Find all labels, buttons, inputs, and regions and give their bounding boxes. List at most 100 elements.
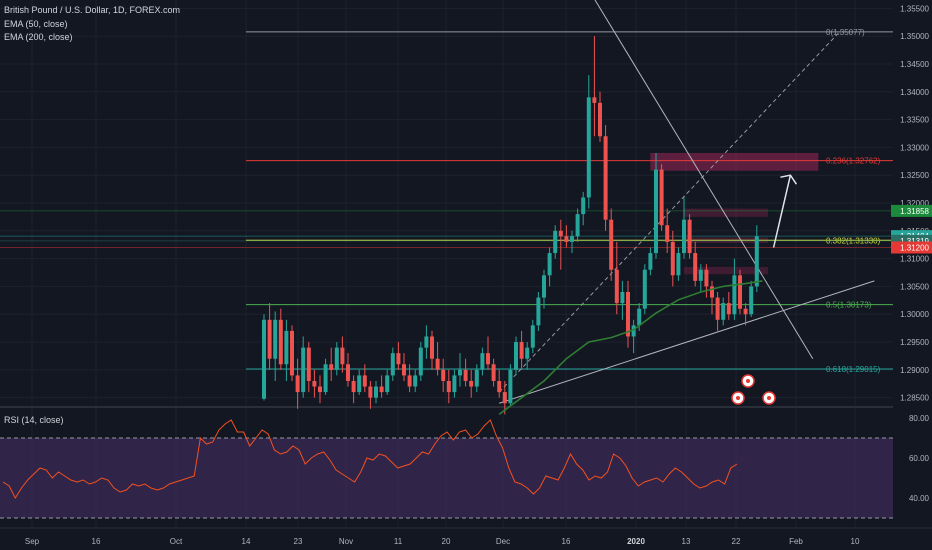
candle-body xyxy=(749,286,754,315)
price-tick-label: 1.33500 xyxy=(900,116,929,125)
candle-body xyxy=(312,380,317,387)
time-axis-bg xyxy=(0,528,932,550)
dashed-trendline xyxy=(498,30,842,393)
candle-body xyxy=(458,369,462,376)
candle-body xyxy=(396,353,401,365)
price-tick-label: 1.28500 xyxy=(900,394,929,403)
candle-body xyxy=(424,336,429,348)
price-badge-label: 1.31858 xyxy=(900,207,929,216)
arrow-shaft xyxy=(772,175,792,248)
resistance-zone xyxy=(684,208,768,217)
fib-label: 0.5(1.30173) xyxy=(826,301,872,310)
price-tick-label: 1.32500 xyxy=(900,171,929,180)
time-tick-label: 22 xyxy=(732,537,741,546)
ema50-legend[interactable]: EMA (50, close) xyxy=(4,19,68,29)
price-tick-label: 1.34500 xyxy=(900,60,929,69)
time-tick-label: Nov xyxy=(339,537,353,546)
candle-body xyxy=(659,169,664,226)
candle-body xyxy=(626,291,630,337)
projection-arrow xyxy=(772,174,798,248)
fib-label: 0.618(1.29015) xyxy=(826,365,881,374)
candlesticks xyxy=(262,36,759,415)
time-tick-label: 14 xyxy=(242,537,251,546)
price-badge-label: 1.31200 xyxy=(900,243,929,252)
candle-body xyxy=(340,347,345,365)
trendline xyxy=(594,0,814,359)
candle-body xyxy=(278,319,283,365)
event-flag-dot xyxy=(767,396,771,400)
rsi-legend[interactable]: RSI (14, close) xyxy=(4,415,64,425)
candle-body xyxy=(631,325,636,337)
time-tick-label: 2020 xyxy=(627,537,645,546)
candle-body xyxy=(648,253,653,270)
candle-body xyxy=(570,236,574,242)
candle-body xyxy=(743,308,748,315)
candle-body xyxy=(284,330,289,365)
candle-body xyxy=(486,353,490,365)
candle-body xyxy=(273,319,278,359)
resistance-zone xyxy=(650,152,819,171)
price-badge xyxy=(891,204,932,217)
candle-body xyxy=(430,336,434,359)
candle-body xyxy=(547,253,552,276)
candle-body xyxy=(609,219,614,270)
ema50-line xyxy=(498,280,763,415)
candle-body xyxy=(676,253,681,276)
candle-body xyxy=(446,380,451,393)
price-tick-label: 1.34000 xyxy=(900,88,929,97)
fib-label: 0(1.35077) xyxy=(826,28,865,37)
candle-body xyxy=(525,347,530,359)
time-tick-label: 11 xyxy=(394,537,403,546)
trendline xyxy=(499,280,875,404)
candle-body xyxy=(474,369,479,387)
candle-body xyxy=(334,347,339,370)
candle-body xyxy=(435,358,440,370)
candle-body xyxy=(637,308,642,326)
ema200-legend[interactable]: EMA (200, close) xyxy=(4,32,73,42)
candle-body xyxy=(687,219,692,254)
candle-body xyxy=(374,386,378,398)
candle-body xyxy=(738,275,742,309)
candle-body xyxy=(407,375,412,387)
candle-body xyxy=(592,97,597,103)
price-badge-label: 1.31319 xyxy=(900,237,929,246)
event-icons[interactable] xyxy=(731,374,776,405)
candle-body xyxy=(402,364,406,376)
price-tick-label: 1.30500 xyxy=(900,282,929,291)
price-tick-label: 1.29500 xyxy=(900,338,929,347)
candle-body xyxy=(542,275,546,298)
ema50-polyline xyxy=(498,280,763,415)
candle-body xyxy=(536,297,541,326)
candle-body xyxy=(262,319,266,399)
candle-body xyxy=(329,364,334,370)
candle-body xyxy=(362,375,367,387)
candle-body xyxy=(441,369,446,381)
candle-body xyxy=(351,380,356,393)
event-flag-dot xyxy=(746,379,750,383)
candle-body xyxy=(553,230,558,254)
time-axis: Sep 16 Oct 14 23 Nov 11 20 Dec 16 2020 13 22 Feb 10 xyxy=(0,527,932,550)
price-tick-label: 1.29000 xyxy=(900,366,929,375)
candle-body xyxy=(346,364,350,381)
time-tick-label: 23 xyxy=(294,537,303,546)
candle-body xyxy=(480,353,485,370)
price-axis-bg xyxy=(893,0,932,528)
candle-body xyxy=(379,386,384,393)
candle-body xyxy=(385,375,390,393)
time-tick-label: Dec xyxy=(496,537,510,546)
event-flag-dot xyxy=(736,396,740,400)
price-tick-label: 1.33000 xyxy=(900,143,929,152)
price-axis: 1.35500 1.35000 1.34500 1.34000 1.33500 1.330… xyxy=(893,0,932,528)
candle-body xyxy=(581,197,586,215)
candle-body xyxy=(564,236,569,242)
candle-body xyxy=(698,269,703,281)
trendlines xyxy=(498,0,875,404)
price-tick-label: 1.31000 xyxy=(900,255,929,264)
symbol-legend[interactable]: British Pound / U.S. Dollar, 1D, FOREX.c… xyxy=(4,5,181,15)
price-tick-label: 1.30000 xyxy=(900,310,929,319)
candle-body xyxy=(721,303,726,320)
candle-body xyxy=(586,97,591,198)
time-tick-label: 20 xyxy=(442,537,451,546)
